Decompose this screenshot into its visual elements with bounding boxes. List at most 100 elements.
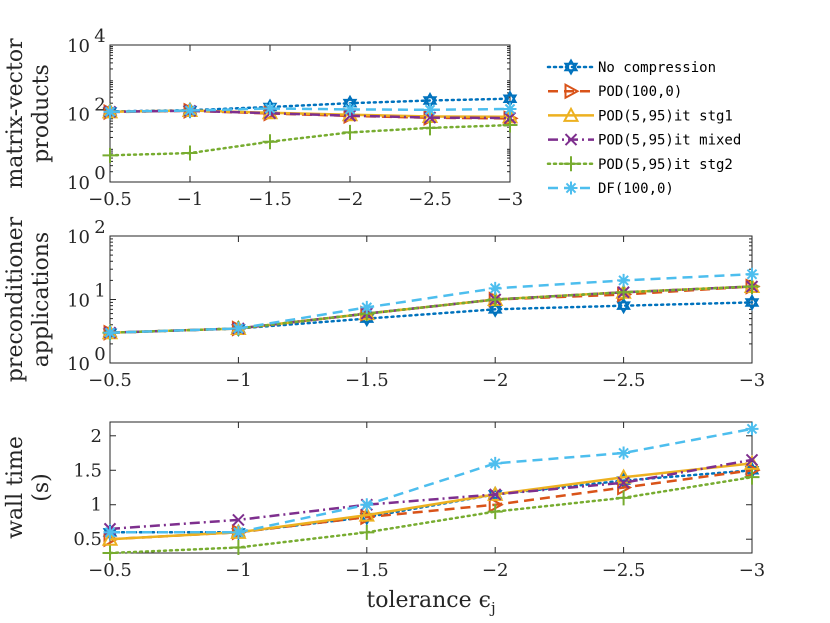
series-line bbox=[108, 285, 754, 334]
y-axis-label-line1: matrix-vector bbox=[3, 38, 28, 189]
data-point bbox=[101, 530, 119, 546]
data-point bbox=[102, 545, 118, 561]
legend-marker bbox=[563, 58, 579, 76]
legend-label: No compression bbox=[598, 60, 716, 76]
data-point bbox=[617, 446, 631, 460]
data-point bbox=[616, 284, 632, 300]
data-point bbox=[358, 506, 375, 522]
panel3-axes-box bbox=[109, 421, 753, 554]
series-line bbox=[109, 107, 511, 114]
legend-entry: POD(5,95)it stg1 bbox=[548, 106, 733, 124]
x-tick-label: −2 bbox=[337, 189, 364, 210]
data-point bbox=[359, 524, 375, 540]
x-tick-label: −0.5 bbox=[88, 560, 132, 581]
x-tick-label: −1.5 bbox=[345, 560, 389, 581]
data-point bbox=[423, 103, 437, 117]
y-tick-label: 10 bbox=[67, 227, 90, 248]
data-point bbox=[744, 293, 760, 311]
data-point bbox=[617, 273, 631, 287]
data-point bbox=[502, 117, 518, 133]
x-tick-label: −3 bbox=[739, 560, 766, 581]
legend-label: POD(5,95)it mixed bbox=[598, 133, 741, 149]
y-tick-label: 10 bbox=[67, 36, 90, 57]
series-5 bbox=[103, 101, 517, 119]
series-line bbox=[109, 458, 753, 531]
x-axis-label: tolerance ϵj bbox=[366, 588, 495, 617]
data-point bbox=[343, 102, 357, 116]
data-point bbox=[617, 476, 630, 489]
legend: No compression POD(100,0) POD(5,95)it stg1… bbox=[546, 58, 741, 197]
y-tick-exponent: 2 bbox=[94, 95, 105, 116]
x-tick-label: −2 bbox=[482, 370, 509, 391]
data-point bbox=[103, 105, 117, 119]
legend-entry: POD(5,95)it mixed bbox=[548, 133, 741, 149]
data-point-a bbox=[744, 293, 760, 307]
data-point-b bbox=[616, 301, 631, 315]
legend-entry: No compression bbox=[546, 58, 716, 76]
x-tick-label: −2 bbox=[482, 560, 509, 581]
x-tick-label: −3 bbox=[497, 189, 524, 210]
data-point bbox=[487, 504, 503, 520]
y-tick-label: 10 bbox=[67, 105, 90, 126]
legend-entry: DF(100,0) bbox=[548, 181, 674, 197]
y-tick-exponent: 2 bbox=[94, 217, 105, 238]
legend-marker bbox=[564, 133, 578, 146]
series-line bbox=[109, 469, 753, 541]
legend-label: DF(100,0) bbox=[598, 181, 674, 197]
data-point bbox=[231, 525, 245, 539]
data-point bbox=[616, 490, 632, 506]
series-4 bbox=[102, 469, 760, 561]
data-point bbox=[183, 104, 197, 118]
data-point bbox=[182, 145, 198, 161]
data-point bbox=[422, 120, 438, 136]
data-point bbox=[102, 147, 118, 163]
legend-marker bbox=[563, 156, 579, 172]
x-tick-label: −1 bbox=[225, 560, 252, 581]
y-tick-exponent: 0 bbox=[94, 163, 105, 184]
data-point bbox=[745, 267, 759, 281]
legend-label: POD(5,95)it stg1 bbox=[598, 108, 733, 124]
x-tick-label: −0.5 bbox=[88, 189, 132, 210]
data-point bbox=[616, 297, 631, 315]
data-point-b bbox=[502, 94, 518, 108]
legend-entry: POD(5,95)it stg2 bbox=[546, 156, 733, 173]
y-axis-label-line1: preconditioner bbox=[3, 216, 28, 382]
data-point bbox=[502, 90, 518, 108]
y-tick-exponent: 0 bbox=[94, 344, 105, 365]
data-point-a bbox=[502, 90, 518, 103]
data-point bbox=[488, 488, 502, 501]
y-tick-exponent: 4 bbox=[94, 26, 105, 47]
data-point bbox=[360, 498, 374, 512]
legend-label: POD(5,95)it stg2 bbox=[598, 157, 733, 173]
data-point bbox=[360, 300, 374, 314]
data-point bbox=[263, 101, 277, 115]
x-tick-label: −1 bbox=[177, 189, 204, 210]
data-point bbox=[262, 134, 278, 150]
legend-marker bbox=[564, 83, 580, 100]
y-tick-label: 10 bbox=[67, 291, 90, 312]
data-point bbox=[231, 321, 245, 335]
data-point bbox=[488, 456, 502, 470]
series-line bbox=[110, 427, 753, 534]
data-point-b bbox=[744, 298, 760, 311]
y-axis-label-line2: (s) bbox=[29, 473, 54, 501]
data-point bbox=[232, 513, 245, 527]
x-tick-label: −1 bbox=[225, 370, 252, 391]
y-tick-label: 1.5 bbox=[73, 460, 102, 481]
series-4 bbox=[102, 117, 518, 163]
y-tick-label: 1 bbox=[91, 495, 102, 516]
data-point-b bbox=[422, 96, 438, 110]
data-point bbox=[341, 106, 359, 122]
x-tick-label: −2.5 bbox=[602, 560, 646, 581]
y-tick-label: 2 bbox=[91, 426, 102, 447]
x-tick-label: −3 bbox=[739, 370, 766, 391]
x-tick-label: −1.5 bbox=[345, 370, 389, 391]
legend-label: POD(100,0) bbox=[598, 84, 682, 100]
data-point bbox=[488, 281, 502, 295]
legend-marker-a bbox=[563, 58, 579, 72]
legend-entry: POD(100,0) bbox=[548, 83, 682, 100]
y-axis-label-line2: applications bbox=[29, 232, 54, 367]
series-line bbox=[109, 462, 753, 541]
